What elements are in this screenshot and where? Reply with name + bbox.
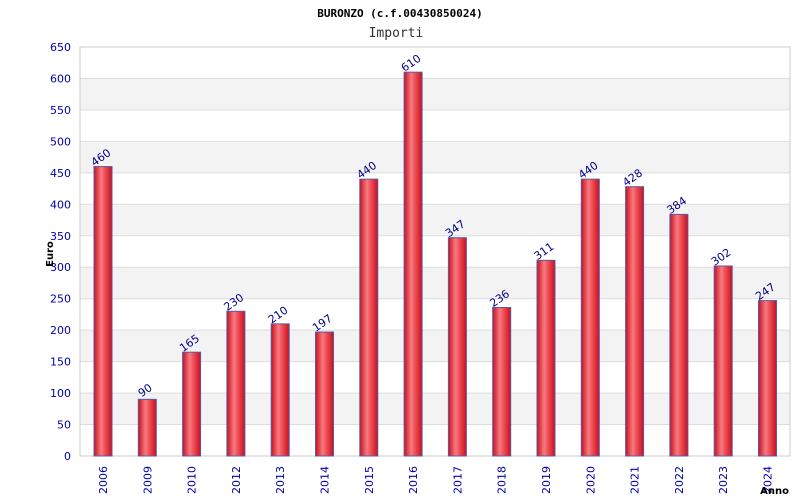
chart-title: BURONZO (c.f.00430850024) [317, 7, 483, 20]
x-tick-label: 2014 [319, 466, 332, 494]
x-tick-label: 2016 [407, 466, 420, 494]
bar [226, 310, 246, 457]
x-tick-label: 2022 [673, 466, 686, 494]
y-tick-label: 50 [57, 419, 71, 432]
y-tick-label: 250 [50, 293, 71, 306]
x-tick-label: 2021 [629, 466, 642, 494]
bar [182, 351, 202, 457]
y-tick-label: 300 [50, 261, 71, 274]
bar [492, 307, 512, 457]
bar-value-label: 302 [709, 246, 734, 269]
bar [403, 71, 423, 457]
bar [669, 213, 689, 457]
grid-band [80, 78, 790, 110]
bar [359, 178, 379, 457]
x-tick-label: 2013 [274, 466, 287, 494]
bar [536, 259, 556, 457]
x-tick-label: 2009 [141, 466, 154, 494]
bar-series [93, 71, 777, 457]
y-tick-label: 600 [50, 72, 71, 85]
x-tick-label: 2017 [451, 466, 464, 494]
x-tick-label: 2018 [496, 466, 509, 494]
y-tick-label: 100 [50, 387, 71, 400]
y-tick-label: 200 [50, 324, 71, 337]
bar [315, 331, 334, 457]
bar [580, 178, 600, 457]
y-tick-label: 500 [50, 135, 71, 148]
bar [93, 166, 113, 457]
bar [758, 300, 777, 457]
x-tick-label: 2010 [186, 466, 199, 494]
x-axis-ticks: 2006 2009 2010 2012 2013 2014 2015 2016 2017 2018… [97, 466, 775, 494]
x-tick-label: 2024 [762, 466, 775, 494]
chart-subtitle: Importi [369, 26, 424, 41]
bar-value-label: 311 [532, 240, 557, 263]
bar [625, 186, 645, 457]
y-tick-label: 650 [50, 41, 71, 54]
bar-value-label: 610 [399, 52, 424, 75]
y-axis-label: Euro [45, 241, 56, 267]
x-tick-label: 2019 [540, 466, 553, 494]
y-tick-label: 150 [50, 356, 71, 369]
bar-value-label: 210 [266, 304, 291, 327]
x-tick-label: 2023 [717, 466, 730, 494]
bar [137, 398, 157, 457]
bar [713, 265, 733, 457]
x-tick-label: 2020 [584, 466, 597, 494]
x-tick-label: 2012 [230, 466, 243, 494]
x-tick-label: 2015 [363, 466, 376, 494]
bar [447, 237, 467, 457]
grid-band [80, 141, 790, 173]
y-tick-label: 0 [64, 450, 71, 463]
bar [270, 323, 290, 457]
y-tick-label: 400 [50, 198, 71, 211]
y-tick-label: 350 [50, 230, 71, 243]
y-axis-ticks: 0 50 100 150 200 250 300 350 400 450 500 550 600 650 [50, 41, 71, 463]
y-tick-label: 550 [50, 104, 71, 117]
y-tick-label: 450 [50, 167, 71, 180]
x-axis-label: Anno [760, 486, 789, 497]
plot-area [79, 46, 791, 457]
x-tick-label: 2006 [97, 466, 110, 494]
